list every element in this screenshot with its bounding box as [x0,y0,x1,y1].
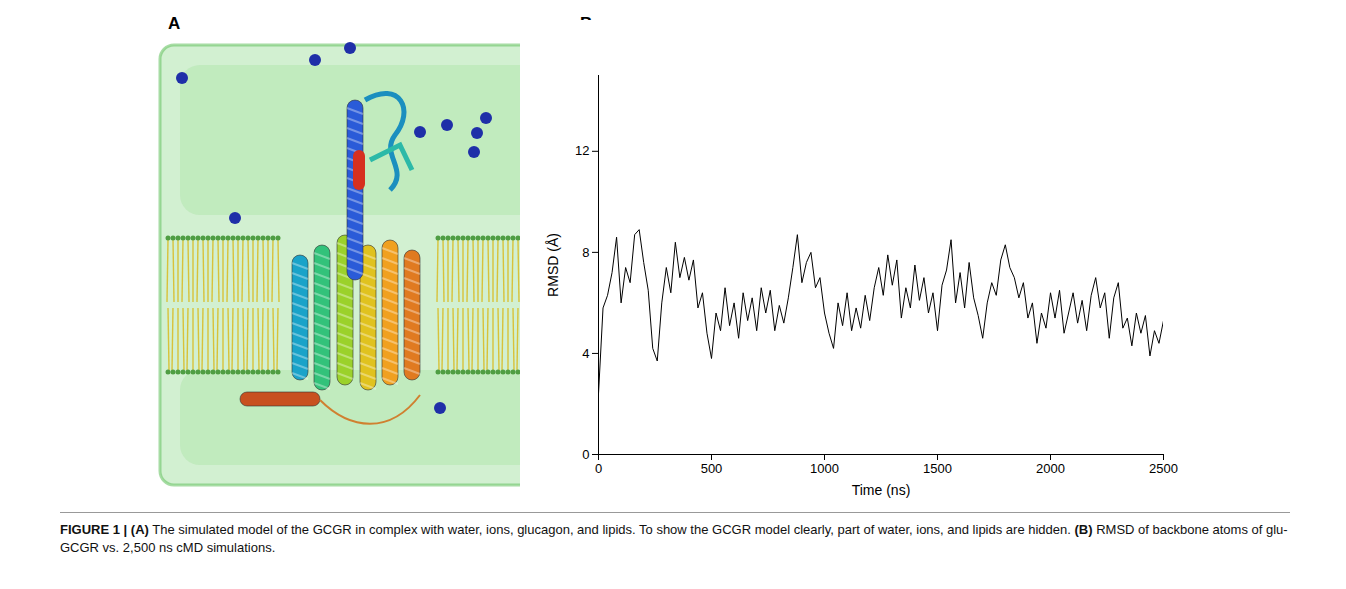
svg-text:500: 500 [701,461,723,476]
svg-text:12: 12 [575,143,589,158]
svg-text:1500: 1500 [923,461,952,476]
html-text:A: A [168,14,181,33]
svg-text:1000: 1000 [810,461,839,476]
html-text:FIGURE 1 | (A) The simulated m: FIGURE 1 | (A) The simulated model of th… [60,522,1288,555]
svg-text:0: 0 [595,461,602,476]
svg-text:2000: 2000 [1036,461,1065,476]
html-text:B: B [580,14,593,33]
svg-text:0: 0 [582,447,589,462]
svg-text:2500: 2500 [1149,461,1178,476]
svg-text:Time (ns): Time (ns) [852,482,911,498]
svg-text:8: 8 [582,245,589,260]
svg-text:RMSD (Å): RMSD (Å) [545,233,561,297]
svg-text:4: 4 [582,346,589,361]
